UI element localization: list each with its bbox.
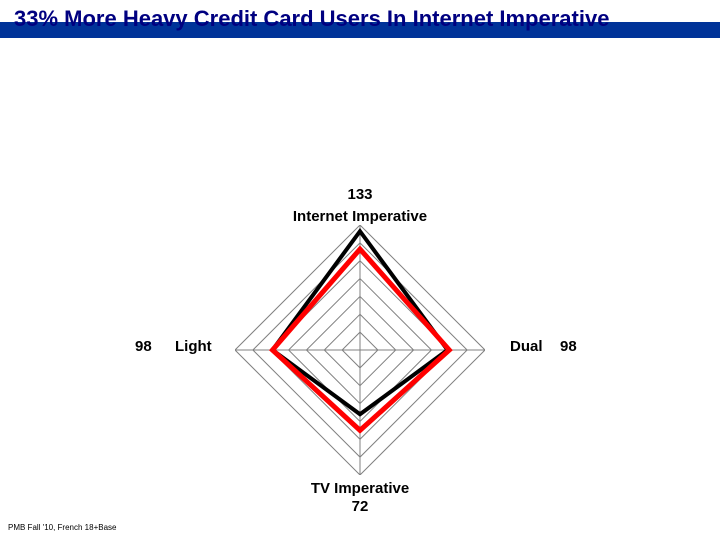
axis-label-right: Dual: [510, 338, 543, 355]
axis-label-bottom: TV Imperative: [311, 480, 409, 497]
title-bar: 33% More Heavy Credit Card Users In Inte…: [0, 4, 720, 42]
radar-chart: [235, 225, 485, 475]
value-top: 133: [347, 186, 372, 203]
footnote: PMB Fall '10, French 18+Base: [8, 523, 116, 532]
axis-label-left: Light: [175, 338, 212, 355]
value-left: 98: [135, 338, 152, 355]
slide-title: 33% More Heavy Credit Card Users In Inte…: [14, 6, 609, 32]
slide: 33% More Heavy Credit Card Users In Inte…: [0, 0, 720, 540]
axis-label-top: Internet Imperative: [293, 208, 427, 225]
value-bottom: 72: [352, 498, 369, 515]
value-right: 98: [560, 338, 577, 355]
